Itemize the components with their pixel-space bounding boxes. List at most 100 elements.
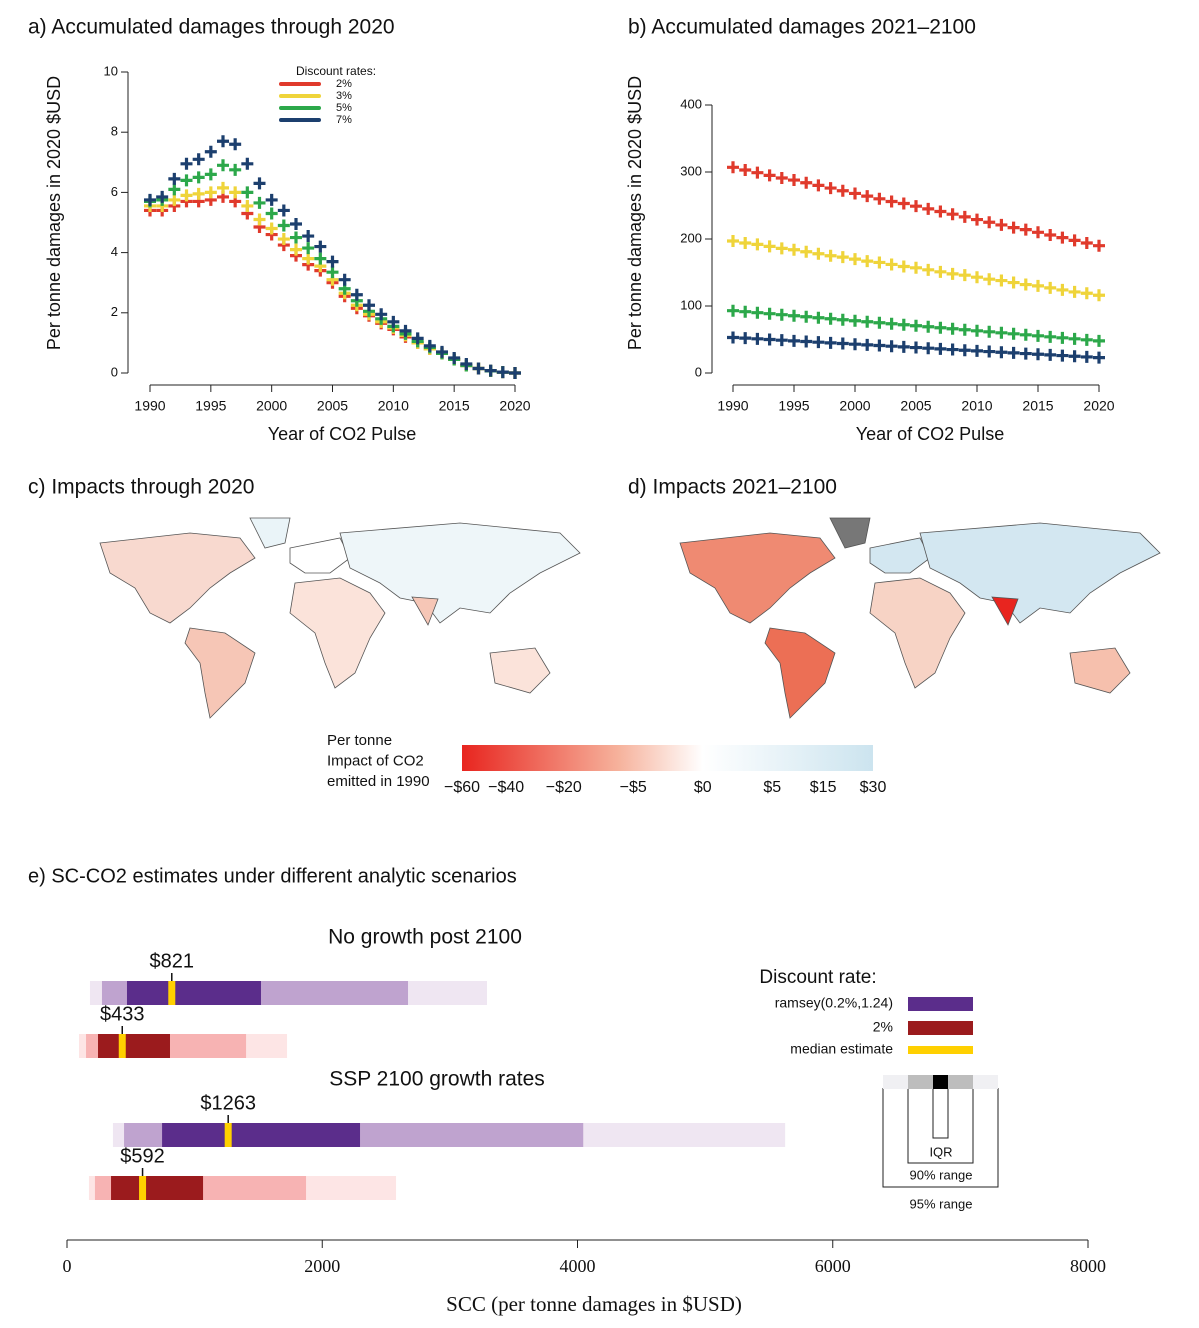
- point: [885, 195, 898, 208]
- point: [849, 314, 861, 327]
- point: [253, 213, 266, 226]
- point: [775, 308, 788, 321]
- point: [1056, 331, 1069, 344]
- median: [118, 1034, 126, 1058]
- legend-title: Discount rates:: [296, 64, 376, 78]
- point: [436, 345, 448, 358]
- point: [314, 252, 327, 265]
- x-tick-label: 2005: [317, 398, 348, 414]
- x-tick-label: 4000: [560, 1256, 596, 1276]
- point: [775, 172, 788, 185]
- colorbar: [462, 745, 873, 771]
- point: [885, 317, 898, 330]
- point: [751, 166, 764, 179]
- point: [460, 357, 473, 370]
- point: [800, 176, 813, 189]
- point: [958, 210, 971, 223]
- x-tick-label: 2010: [378, 398, 409, 414]
- colorbar-title: Per tonne: [327, 732, 392, 749]
- point: [946, 343, 959, 356]
- legend-label: ramsey(0.2%,1.24): [775, 995, 893, 1011]
- point: [1019, 278, 1032, 291]
- point: [1080, 333, 1093, 346]
- point: [326, 266, 339, 279]
- point: [192, 171, 205, 184]
- point: [897, 197, 910, 210]
- point: [204, 168, 217, 181]
- point: [1044, 348, 1057, 361]
- point: [509, 367, 521, 379]
- point: [350, 288, 363, 301]
- point: [1007, 327, 1020, 340]
- point: [1056, 349, 1069, 362]
- legend-swatch: [908, 1046, 973, 1054]
- colorbar-tick-label: −$60: [444, 779, 480, 796]
- point: [788, 334, 800, 347]
- median-label: $1263: [200, 1092, 256, 1114]
- x-tick-label: 2000: [304, 1256, 340, 1276]
- point: [1068, 332, 1081, 345]
- legend-label: 7%: [336, 114, 352, 126]
- point: [290, 218, 302, 231]
- point: [192, 187, 205, 200]
- point: [897, 318, 910, 331]
- point: [824, 182, 837, 195]
- legend-label: median estimate: [790, 1041, 893, 1057]
- point: [1056, 283, 1069, 296]
- point: [302, 252, 315, 265]
- point: [727, 304, 739, 317]
- point: [775, 334, 788, 347]
- point: [277, 204, 290, 217]
- range-iqr: [162, 1123, 361, 1147]
- point: [1080, 237, 1093, 250]
- point: [849, 253, 861, 266]
- point: [812, 179, 825, 192]
- x-tick-label: 2005: [900, 398, 931, 414]
- point: [922, 342, 935, 355]
- point: [1019, 347, 1032, 360]
- point: [836, 313, 849, 326]
- point: [983, 325, 996, 338]
- point: [411, 332, 424, 345]
- box-legend-label: IQR: [929, 1144, 952, 1159]
- point: [1044, 281, 1057, 294]
- point: [217, 181, 229, 194]
- median: [168, 981, 176, 1005]
- point: [946, 267, 959, 280]
- point: [873, 339, 886, 352]
- point: [290, 231, 302, 244]
- point: [168, 193, 181, 206]
- map-d: [679, 517, 1161, 719]
- x-tick-label: 2020: [499, 398, 530, 414]
- point: [1093, 239, 1105, 252]
- point: [277, 219, 290, 232]
- x-tick-label: 2000: [839, 398, 870, 414]
- colorbar-tick-label: $0: [694, 779, 712, 796]
- x-tick-label: 2000: [256, 398, 287, 414]
- x-tick-label: 2020: [1083, 398, 1114, 414]
- colorbar-tick-label: $15: [810, 779, 837, 796]
- box-legend-iqr: [933, 1075, 948, 1089]
- point: [290, 243, 302, 256]
- point: [763, 240, 776, 253]
- point: [1007, 346, 1020, 359]
- point: [277, 233, 290, 246]
- point: [897, 260, 910, 273]
- point: [971, 324, 983, 337]
- point: [995, 218, 1008, 231]
- point: [180, 157, 193, 170]
- x-tick-label: 8000: [1070, 1256, 1106, 1276]
- point: [910, 319, 922, 332]
- point: [217, 135, 229, 148]
- colorbar-tick-label: −$5: [620, 779, 647, 796]
- point: [934, 342, 947, 355]
- point: [253, 196, 266, 209]
- point: [739, 237, 752, 250]
- point: [934, 321, 947, 334]
- point: [217, 159, 229, 172]
- colorbar-tick-label: −$40: [488, 779, 524, 796]
- point: [229, 138, 242, 151]
- point: [1093, 334, 1105, 347]
- colorbar-tick-label: −$20: [546, 779, 582, 796]
